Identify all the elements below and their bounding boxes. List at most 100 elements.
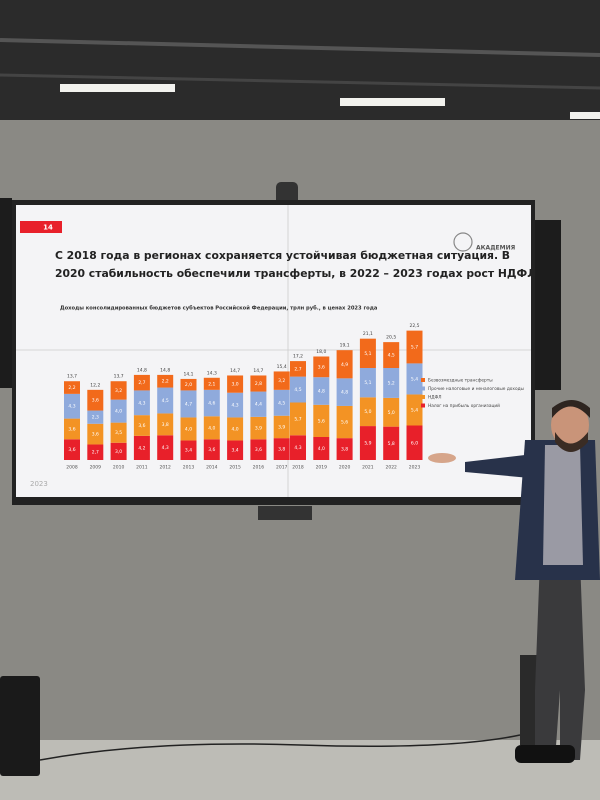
logo-emblem [453,232,473,252]
segment-label: 4,5 [388,353,395,359]
segment-label: 5,0 [364,409,371,415]
x-tick-label: 2009 [90,465,102,471]
legend-swatch [421,403,425,408]
bar-segment [290,376,306,403]
x-tick-label: 2023 [409,465,421,471]
segment-label: 4,5 [278,400,285,406]
bar-segment [133,435,150,460]
bar-segment [157,413,174,436]
bar-segment [110,399,127,423]
segment-label: 3,6 [92,398,99,404]
x-tick-label: 2020 [339,465,351,471]
bar-segment [290,361,306,377]
x-tick-label: 2022 [385,465,397,471]
bar-segment [406,330,423,364]
total-label: 22,5 [409,323,419,329]
title-line: С 2018 года в регионах сохраняется устой… [55,249,510,262]
segment-label: 2,2 [68,385,75,391]
segment-label: 2,1 [208,381,215,387]
x-tick-label: 2021 [362,465,374,471]
bar-segment [64,393,80,419]
bar-segment [336,405,353,439]
bar-segment [406,425,423,460]
segment-label: 2,8 [255,381,262,387]
segment-label: 3,0 [232,382,239,388]
presenter [428,400,600,763]
bar-segment [64,418,80,440]
bar-segment [290,402,306,436]
bar-segment [157,387,174,414]
segment-label: 5,4 [411,376,418,382]
total-label: 13,7 [67,374,77,380]
bar-segment [180,378,197,391]
bar-segment [110,422,127,443]
legend-swatch [421,395,425,399]
bar-segment [313,377,330,405]
segment-label: 4,5 [294,387,301,393]
bar-segment [359,426,376,460]
chart: 3,6 3,6 4,3 2,2 13,7 2008 2,7 3,6 2,3 3,6 12,2 2009… [64,323,525,471]
bar-segment [336,350,353,379]
speaker [533,220,561,390]
floor [0,740,600,800]
slide-number: 14 [43,224,53,232]
segment-label: 5,0 [388,410,395,416]
segment-label: 4,7 [185,401,192,407]
slide-tab [20,221,62,233]
bar-segment [203,416,220,440]
segment-label: 5,6 [341,420,348,426]
total-label: 17,2 [293,354,303,360]
segment-label: 5,1 [364,351,371,357]
segment-label: 4,8 [341,390,348,396]
bar-segment [180,440,197,460]
segment-label: 3,0 [115,449,122,455]
chart-subtitle: Доходы консолидированных бюджетов субъек… [60,305,378,312]
bar-segment [87,423,104,445]
segment-label: 4,9 [341,362,348,368]
segment-label: 4,3 [162,445,169,451]
segment-label: 2,2 [162,379,169,385]
x-tick-label: 2017 [276,465,288,471]
bar-segment [110,381,127,400]
legend-label: Налог на прибыль организаций [428,402,500,409]
segment-label: 5,7 [411,345,418,351]
ceiling [0,0,600,120]
x-tick-label: 2014 [206,465,218,471]
bar-segment [273,371,290,390]
segment-label: 2,0 [185,382,192,388]
segment-label: 3,8 [278,447,285,453]
segment-label: 3,9 [278,424,285,430]
segment-label: 3,4 [185,448,192,454]
total-label: 19,1 [340,343,350,349]
x-tick-label: 2011 [136,465,148,471]
bar-segment [250,375,267,392]
bar-segment [313,404,330,437]
segment-label: 3,6 [138,423,145,429]
bar-segment [87,389,104,411]
bar-segment [157,374,174,388]
bar-segment [273,438,290,460]
segment-label: 5,1 [364,380,371,386]
bar-segment [250,391,267,417]
segment-label: 2,7 [294,366,301,372]
bar-segment [227,392,244,418]
bar-segment [110,442,127,460]
total-label: 14,8 [160,367,170,373]
segment-label: 3,2 [115,388,122,394]
bar-segment [250,439,267,460]
speaker [0,198,12,388]
total-label: 13,7 [114,374,124,380]
bar-segment [359,368,376,398]
segment-label: 3,2 [278,378,285,384]
bar-segment [133,415,150,436]
segment-label: 3,8 [162,422,169,428]
bar-segment [87,410,104,424]
bar-segment [227,417,244,441]
bar-segment [383,368,400,398]
cable [39,734,521,761]
segment-label: 4,3 [68,404,75,410]
x-tick-label: 2013 [183,465,195,471]
segment-label: 4,5 [162,398,169,404]
lamp [570,112,600,119]
